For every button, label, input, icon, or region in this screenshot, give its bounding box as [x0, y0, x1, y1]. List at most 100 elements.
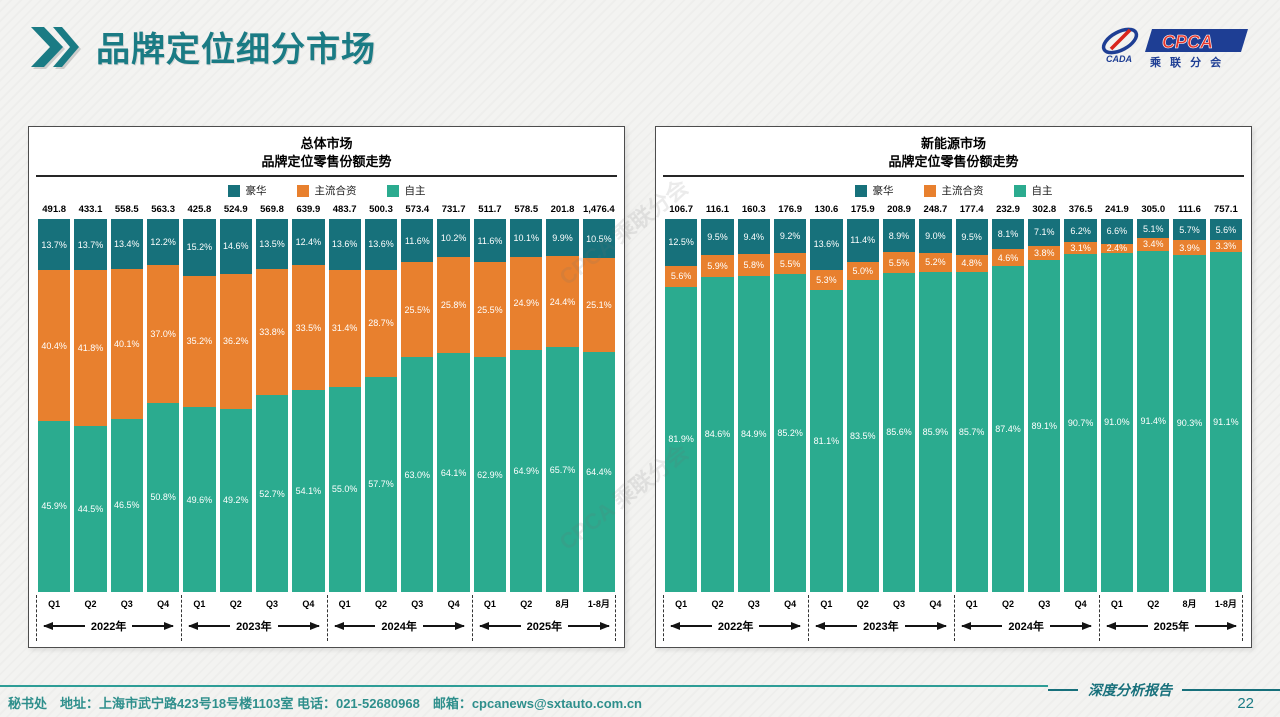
bar-segment: 87.4%: [991, 266, 1025, 592]
axis-arrow-right-icon: [277, 621, 320, 630]
x-axis: Q1 Q2 Q3 Q4 Q1 Q2 Q3 Q4 Q1 Q2 Q3 Q4 Q1 Q2 8月 1-8月 2022年…: [36, 595, 617, 643]
bar-column: 578.5 10.1% 24.9% 64.9%: [508, 204, 544, 593]
bar-segment: 5.2%: [919, 252, 952, 272]
bar-segment: 9.5%: [701, 219, 734, 255]
bar-value-label: 91.1%: [1213, 417, 1239, 428]
bar-column: 175.9 11.4% 5.0% 83.5%: [845, 204, 881, 592]
bar-value-label: 5.6%: [670, 271, 692, 282]
bar-segment: 3.4%: [1137, 238, 1170, 251]
axis-quarter-label: Q3: [1038, 598, 1051, 609]
axis-separator: [36, 595, 37, 641]
bar-stack: 13.4% 40.1% 46.5%: [110, 219, 143, 592]
bar-segment: 40.1%: [110, 269, 143, 419]
axis-separator: [471, 595, 473, 641]
bar-column: 511.7 11.6% 25.5% 62.9%: [472, 204, 508, 592]
bar-total-label: 201.8: [550, 204, 575, 216]
bar-segment: 24.9%: [510, 256, 543, 350]
bar-stack: 9.5% 5.9% 84.6%: [701, 219, 734, 592]
bar-segment: 55.0%: [328, 386, 361, 592]
bar-value-label: 65.7%: [549, 464, 576, 475]
bar-value-label: 40.1%: [114, 338, 140, 349]
axis-separator: [1242, 595, 1243, 641]
bar-value-label: 55.0%: [331, 484, 358, 495]
bar-column: 160.3 9.4% 5.8% 84.9%: [736, 204, 772, 592]
bar-total-label: 160.3: [741, 204, 766, 216]
bar-total-label: 757.1: [1213, 204, 1238, 216]
bar-value-label: 11.4%: [850, 235, 876, 246]
bar-stack: 12.5% 5.6% 81.9%: [665, 219, 698, 592]
bar-segment: 5.5%: [882, 252, 916, 273]
bar-segment: 13.7%: [38, 219, 71, 271]
legend-label: 自主: [1031, 185, 1053, 198]
bar-segment: 9.0%: [919, 219, 952, 253]
header: 品牌定位细分市场: [30, 22, 376, 71]
bar-value-label: 13.6%: [331, 239, 358, 250]
bar-total-label: 111.6: [1178, 204, 1201, 216]
chart-title-line2: 品牌定位零售份额走势: [261, 153, 392, 169]
bar-value-label: 28.7%: [368, 318, 394, 329]
bar-segment: 12.4%: [292, 219, 325, 266]
axis-quarter-label: 8月: [555, 599, 570, 609]
axis-arrow-left-icon: [333, 621, 376, 630]
bar-stack: 11.6% 25.5% 63.0%: [401, 219, 434, 593]
bar-segment: 28.7%: [364, 269, 398, 377]
bar-segment: 4.8%: [955, 254, 988, 273]
axis-quarter-label: Q2: [856, 598, 869, 609]
axis-year-group: 2024年: [327, 612, 472, 640]
bar-stack: 8.9% 5.5% 85.6%: [882, 219, 916, 592]
axis-quarter-label: Q4: [157, 598, 170, 609]
bar-column: 524.9 14.6% 36.2% 49.2%: [218, 204, 254, 592]
bar-value-label: 5.9%: [707, 260, 728, 271]
bar-segment: 9.2%: [773, 219, 807, 254]
bar-segment: 3.8%: [1028, 245, 1061, 260]
bar-segment: 63.0%: [401, 357, 434, 593]
bar-segment: 33.5%: [292, 265, 325, 391]
bar-value-label: 5.3%: [816, 274, 837, 285]
bar-value-label: 63.0%: [404, 469, 431, 480]
bar-column: 558.5 13.4% 40.1% 46.5%: [109, 204, 145, 592]
axis-year-label: 2023年: [863, 621, 899, 633]
bar-value-label: 8.9%: [888, 230, 910, 241]
bar-value-label: 36.2%: [222, 336, 249, 347]
bar-segment: 5.7%: [1173, 219, 1206, 241]
axis-year-label: 2022年: [717, 621, 754, 633]
bar-value-label: 64.9%: [513, 465, 539, 476]
bar-stack: 9.9% 24.4% 65.7%: [546, 219, 579, 592]
axis-quarter-label: Q1: [675, 598, 688, 609]
chart-panel-overall-market: 总体市场 品牌定位零售份额走势 豪华 主流合资 自主 491.8 13.7% 40.4%…: [28, 126, 625, 648]
bar-value-label: 25.5%: [477, 304, 503, 315]
bar-value-label: 35.2%: [186, 336, 213, 347]
axis-quarter-label: Q2: [1147, 598, 1160, 609]
axis-arrow-left-icon: [188, 621, 231, 630]
bar-value-label: 12.5%: [668, 237, 694, 248]
bar-stack: 9.5% 4.8% 85.7%: [955, 219, 988, 592]
bar-value-label: 13.6%: [368, 239, 394, 250]
bar-value-label: 62.9%: [477, 469, 503, 480]
chart-legend: 豪华 主流合资 自主: [656, 177, 1251, 204]
bar-value-label: 13.7%: [77, 239, 104, 250]
bar-segment: 7.1%: [1028, 219, 1061, 246]
bar-segment: 36.2%: [219, 273, 252, 409]
bar-segment: 13.7%: [74, 219, 107, 271]
axis-quarter-label: 1-8月: [587, 599, 610, 609]
bar-value-label: 3.8%: [1034, 247, 1055, 258]
axis-year-label: 2023年: [236, 621, 272, 633]
bar-value-label: 11.6%: [477, 235, 503, 246]
legend-swatch-icon: [854, 184, 867, 197]
bar-stack: 5.6% 3.3% 91.1%: [1209, 219, 1242, 592]
bar-column: 177.4 9.5% 4.8% 85.7%: [954, 204, 990, 592]
axis-arrow-left-icon: [670, 621, 712, 630]
legend-swatch-icon: [923, 184, 936, 197]
bar-segment: 50.8%: [146, 402, 180, 592]
bar-total-label: 305.0: [1141, 204, 1166, 216]
axis-quarter-label: Q3: [893, 598, 906, 609]
bar-value-label: 81.9%: [668, 434, 694, 445]
bar-value-label: 24.9%: [513, 298, 539, 309]
axis-year-group: 2022年: [36, 612, 181, 640]
bar-value-label: 14.6%: [222, 241, 249, 252]
bar-columns: 491.8 13.7% 40.4% 45.9% 433.1 13.7% 41.8% 44.5%…: [36, 204, 617, 593]
bar-segment: 3.3%: [1209, 239, 1242, 253]
bar-stack: 12.2% 37.0% 50.8%: [146, 219, 180, 592]
bar-total-label: 500.3: [369, 204, 393, 216]
bar-total-label: 573.4: [405, 204, 430, 216]
